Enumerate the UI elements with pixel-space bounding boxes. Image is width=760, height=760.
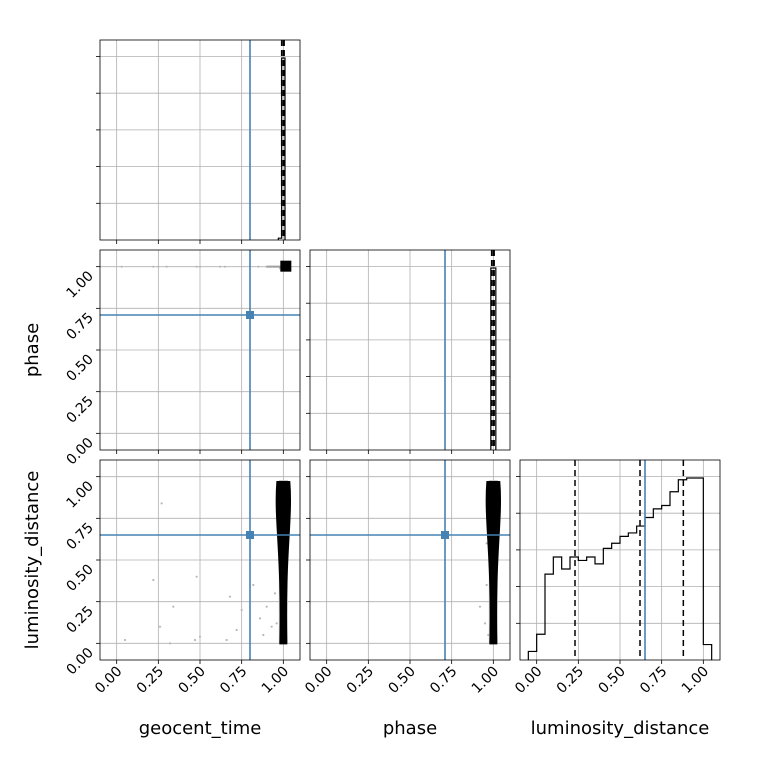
scatter-luminosity-distance-vs-geocent-time-ytick-label-1: 0.25	[63, 603, 96, 636]
scatter-phase-vs-geocent-time-point-0	[120, 265, 123, 268]
scatter-luminosity-distance-vs-phase-density-contour	[485, 481, 502, 645]
hist-luminosity-distance: 0.00 0.25 0.50 0.75 1.00	[512, 459, 721, 697]
scatter-luminosity-distance-vs-geocent-time-ytick-label-3: 0.75	[63, 520, 96, 553]
scatter-luminosity-distance-vs-geocent-time-point-15	[262, 633, 265, 637]
scatter-luminosity-distance-vs-phase-point-1	[483, 622, 487, 625]
scatter-luminosity-distance-vs-geocent-time-xtick-label-4: 1.00	[259, 664, 292, 697]
scatter-luminosity-distance-vs-geocent-time-truth-marker	[246, 531, 254, 539]
scatter-luminosity-distance-vs-geocent-time-point-11	[235, 628, 238, 632]
scatter-phase-vs-geocent-time-point-1	[152, 265, 155, 268]
scatter-luminosity-distance-vs-phase-truth-marker	[441, 531, 449, 539]
scatter-luminosity-distance-vs-geocent-time-point-10	[228, 595, 232, 598]
scatter-luminosity-distance-vs-geocent-time-point-16	[265, 605, 268, 608]
scatter-luminosity-distance-vs-geocent-time-point-2	[158, 625, 162, 628]
scatter-luminosity-distance-vs-geocent-time-ytick-label-2: 0.50	[63, 562, 96, 595]
scatter-phase-vs-geocent-time-ytick-label-1: 0.25	[63, 393, 96, 426]
scatter-luminosity-distance-vs-geocent-time-ytick-label-0: 0.00	[63, 645, 96, 678]
scatter-luminosity-distance-vs-geocent-time: 0.00 0.25 0.50 0.75 1.000.000.250.500.751.00	[63, 459, 301, 697]
scatter-phase-vs-geocent-time-point-4	[195, 265, 198, 268]
ylabel-luminosity-distance: luminosity_distance	[22, 471, 43, 650]
scatter-luminosity-distance-vs-phase-point-5	[485, 542, 488, 545]
hist-luminosity-distance-xtick-label-0: 0.00	[512, 664, 545, 697]
scatter-luminosity-distance-vs-geocent-time-point-4	[168, 642, 172, 645]
scatter-phase-vs-geocent-time-ytick-label-2: 0.50	[63, 352, 96, 385]
ylabel-phase: phase	[22, 323, 43, 377]
scatter-phase-vs-geocent-time-point-8	[257, 265, 260, 268]
xlabel-geocent-time: geocent_time	[139, 718, 262, 739]
hist-luminosity-distance-xtick-label-1: 0.25	[554, 664, 587, 697]
scatter-luminosity-distance-vs-geocent-time-point-7	[198, 635, 202, 638]
scatter-luminosity-distance-vs-geocent-time-point-0	[123, 638, 127, 642]
scatter-luminosity-distance-vs-phase-xtick-label-3: 0.75	[427, 664, 460, 697]
scatter-phase-vs-geocent-time-ytick-label-0: 0.00	[63, 435, 96, 468]
scatter-luminosity-distance-vs-geocent-time-xtick-label-0: 0.00	[92, 664, 125, 697]
scatter-luminosity-distance-vs-phase-xtick-label-0: 0.00	[302, 664, 335, 697]
panels-layer: 0.00 0.25 0.50 0.75 1.000.000.250.500.751.00…	[63, 39, 721, 697]
hist-luminosity-distance-xtick-label-2: 0.50	[595, 664, 628, 697]
scatter-luminosity-distance-vs-geocent-time-point-3	[160, 502, 163, 505]
scatter-luminosity-distance-vs-geocent-time-point-6	[193, 638, 197, 642]
hist-geocent-time-step	[277, 57, 286, 240]
scatter-luminosity-distance-vs-geocent-time-xtick-label-2: 0.50	[175, 664, 208, 697]
scatter-phase-vs-geocent-time-point-2	[157, 265, 160, 268]
hist-phase-step	[490, 267, 497, 450]
scatter-luminosity-distance-vs-geocent-time-point-13	[252, 583, 255, 587]
labels-layer: phase luminosity_distance geocent_time p…	[22, 323, 709, 739]
scatter-luminosity-distance-vs-phase-xtick-label-1: 0.25	[344, 664, 377, 697]
scatter-luminosity-distance-vs-geocent-time-density-contour	[275, 481, 292, 645]
scatter-phase-vs-geocent-time-point-6	[218, 265, 222, 268]
xlabel-phase: phase	[383, 718, 437, 739]
xlabel-luminosity-distance: luminosity_distance	[531, 718, 710, 739]
scatter-luminosity-distance-vs-geocent-time-point-1	[152, 578, 155, 582]
scatter-phase-vs-geocent-time-density-core	[280, 260, 292, 272]
scatter-phase-vs-geocent-time-point-3	[165, 265, 168, 268]
scatter-phase-vs-geocent-time-point-5	[198, 265, 202, 268]
scatter-luminosity-distance-vs-geocent-time-point-9	[225, 638, 228, 642]
scatter-luminosity-distance-vs-phase-point-0	[478, 605, 482, 608]
scatter-luminosity-distance-vs-geocent-time-point-8	[195, 575, 198, 578]
scatter-phase-vs-geocent-time-point-7	[223, 265, 227, 268]
scatter-luminosity-distance-vs-phase-point-2	[485, 583, 488, 587]
scatter-phase-vs-geocent-time-truth-marker	[246, 311, 254, 319]
scatter-luminosity-distance-vs-geocent-time-point-17	[270, 625, 273, 628]
scatter-phase-vs-geocent-time-ytick-label-3: 0.75	[63, 310, 96, 343]
scatter-phase-vs-geocent-time: 0.00 0.25 0.50 0.75 1.00	[63, 249, 301, 468]
scatter-luminosity-distance-vs-geocent-time-point-19	[275, 622, 278, 625]
hist-luminosity-distance-step	[527, 477, 713, 660]
scatter-luminosity-distance-vs-geocent-time-point-14	[258, 617, 262, 620]
scatter-luminosity-distance-vs-phase: 0.00 0.25 0.50 0.75 1.00	[302, 459, 511, 697]
scatter-luminosity-distance-vs-phase-xtick-label-4: 1.00	[469, 664, 502, 697]
scatter-luminosity-distance-vs-geocent-time-xtick-label-1: 0.25	[134, 664, 167, 697]
hist-luminosity-distance-xtick-label-3: 0.75	[637, 664, 670, 697]
scatter-luminosity-distance-vs-geocent-time-point-12	[240, 608, 243, 612]
scatter-luminosity-distance-vs-geocent-time-ytick-label-4: 1.00	[63, 478, 96, 511]
scatter-phase-vs-geocent-time-ytick-label-4: 1.00	[63, 268, 96, 301]
scatter-luminosity-distance-vs-phase-xtick-label-2: 0.50	[385, 664, 418, 697]
scatter-luminosity-distance-vs-geocent-time-xtick-label-3: 0.75	[217, 664, 250, 697]
scatter-luminosity-distance-vs-geocent-time-point-18	[273, 592, 277, 595]
hist-phase	[306, 249, 511, 454]
scatter-luminosity-distance-vs-geocent-time-point-5	[172, 605, 175, 608]
hist-geocent-time	[96, 39, 301, 244]
hist-luminosity-distance-xtick-label-4: 1.00	[679, 664, 712, 697]
